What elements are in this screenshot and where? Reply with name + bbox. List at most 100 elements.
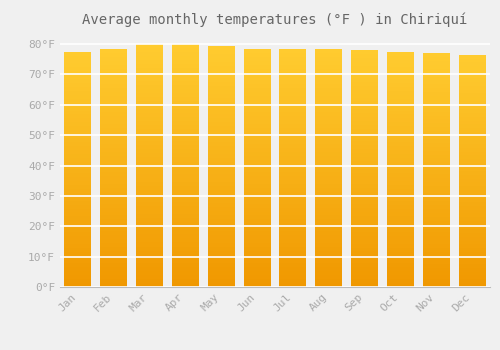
Bar xyxy=(351,86,378,90)
Bar xyxy=(316,76,342,80)
Bar xyxy=(172,52,199,56)
Bar xyxy=(208,110,234,114)
Bar xyxy=(423,283,450,287)
Bar xyxy=(136,44,163,48)
Bar xyxy=(423,159,450,162)
Bar xyxy=(387,205,414,209)
Bar xyxy=(136,246,163,251)
Bar xyxy=(172,267,199,271)
Bar xyxy=(244,96,270,100)
Bar xyxy=(423,154,450,159)
Bar xyxy=(64,154,92,158)
Bar xyxy=(351,196,378,200)
Bar xyxy=(351,224,378,228)
Bar xyxy=(387,236,414,240)
Bar xyxy=(387,154,414,158)
Bar xyxy=(172,198,199,202)
Bar xyxy=(208,235,234,239)
Bar xyxy=(172,170,199,174)
Bar xyxy=(458,144,485,148)
Bar xyxy=(136,170,163,174)
Bar xyxy=(172,230,199,235)
Bar xyxy=(100,160,127,164)
Bar xyxy=(136,125,163,129)
Bar xyxy=(64,95,92,99)
Bar xyxy=(351,173,378,176)
Bar xyxy=(136,182,163,186)
Bar xyxy=(458,260,485,264)
Bar xyxy=(351,200,378,204)
Bar xyxy=(244,148,270,152)
Bar xyxy=(100,112,127,116)
Bar xyxy=(423,182,450,186)
Bar xyxy=(100,64,127,69)
Bar xyxy=(208,206,234,211)
Bar xyxy=(387,99,414,103)
Bar xyxy=(172,174,199,178)
Bar xyxy=(244,84,270,89)
Bar xyxy=(172,129,199,133)
Bar xyxy=(458,55,485,58)
Bar xyxy=(136,85,163,89)
Bar xyxy=(136,275,163,279)
Bar xyxy=(136,243,163,246)
Bar xyxy=(64,52,92,56)
Bar xyxy=(316,112,342,116)
Bar xyxy=(458,240,485,244)
Bar xyxy=(458,233,485,237)
Bar xyxy=(423,61,450,65)
Bar xyxy=(208,134,234,138)
Bar xyxy=(64,185,92,189)
Bar xyxy=(316,49,342,52)
Bar xyxy=(64,209,92,212)
Bar xyxy=(100,148,127,152)
Bar xyxy=(316,223,342,228)
Bar xyxy=(423,100,450,104)
Bar xyxy=(172,218,199,222)
Bar xyxy=(208,279,234,283)
Bar xyxy=(458,105,485,109)
Bar xyxy=(172,275,199,279)
Bar xyxy=(351,62,378,66)
Bar xyxy=(280,132,306,136)
Bar xyxy=(208,255,234,259)
Bar xyxy=(351,121,378,125)
Bar xyxy=(423,275,450,279)
Bar xyxy=(316,172,342,176)
Bar xyxy=(244,223,270,228)
Bar xyxy=(423,209,450,213)
Bar xyxy=(244,275,270,279)
Bar xyxy=(351,58,378,62)
Bar xyxy=(423,279,450,283)
Bar xyxy=(136,60,163,64)
Bar xyxy=(172,101,199,105)
Bar xyxy=(458,120,485,124)
Bar xyxy=(280,275,306,279)
Bar xyxy=(136,279,163,283)
Bar xyxy=(64,264,92,267)
Bar xyxy=(387,79,414,83)
Bar xyxy=(387,118,414,122)
Bar xyxy=(208,118,234,122)
Bar xyxy=(244,144,270,148)
Bar xyxy=(387,83,414,87)
Bar xyxy=(64,240,92,244)
Bar xyxy=(280,251,306,255)
Bar xyxy=(100,204,127,208)
Bar xyxy=(316,92,342,96)
Bar xyxy=(387,68,414,71)
Bar xyxy=(351,66,378,70)
Bar xyxy=(136,202,163,206)
Bar xyxy=(208,86,234,90)
Bar xyxy=(172,113,199,117)
Bar xyxy=(316,208,342,211)
Bar xyxy=(351,82,378,86)
Bar xyxy=(208,182,234,187)
Bar xyxy=(351,188,378,192)
Bar xyxy=(100,211,127,216)
Bar xyxy=(208,211,234,215)
Bar xyxy=(64,83,92,87)
Bar xyxy=(387,185,414,189)
Bar xyxy=(208,251,234,255)
Bar xyxy=(458,66,485,70)
